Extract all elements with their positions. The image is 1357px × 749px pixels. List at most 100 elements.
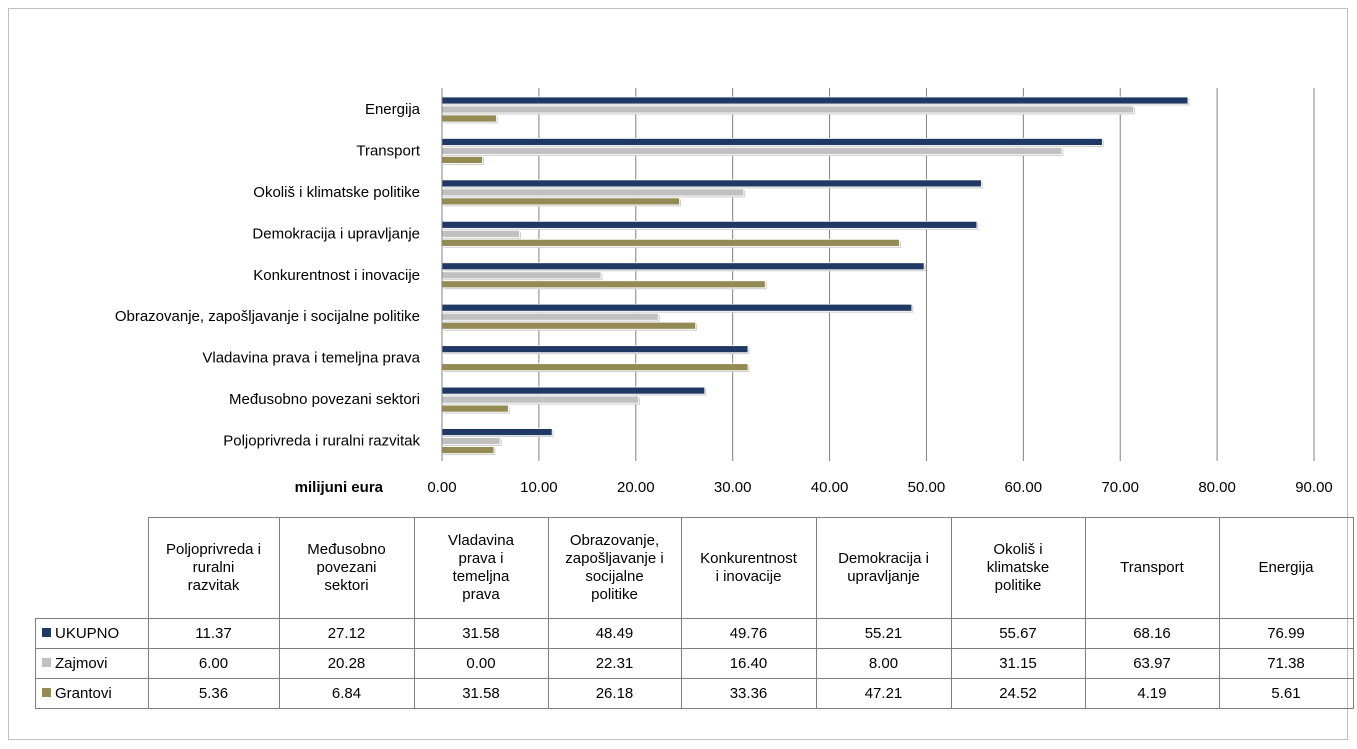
table-column-header-line: ruralni bbox=[192, 559, 235, 576]
table-cell: 0.00 bbox=[413, 648, 549, 679]
table-cell: 6.00 bbox=[147, 648, 280, 679]
table-cell: 31.58 bbox=[413, 618, 549, 649]
bar-ukupno bbox=[441, 386, 706, 395]
table-cell: 20.28 bbox=[278, 648, 415, 679]
bar-ukupno bbox=[441, 220, 978, 229]
bar-grantovi bbox=[441, 197, 680, 206]
x-tick-label: 90.00 bbox=[1295, 479, 1333, 496]
category-label: Konkurentnost i inovacije bbox=[253, 267, 420, 284]
data-table: Poljoprivreda i ruralni razvitak Međusobno p… bbox=[35, 517, 1354, 709]
table-column-header-line: socijalne bbox=[585, 568, 644, 585]
table-column-header-line: politike bbox=[591, 586, 638, 603]
table-cell: 68.16 bbox=[1084, 618, 1220, 649]
bar-grantovi bbox=[441, 446, 495, 454]
category-label: Vladavina prava i temeljna prava bbox=[202, 350, 420, 367]
table-cell: 31.58 bbox=[413, 678, 549, 709]
table-cell: 48.49 bbox=[547, 618, 682, 649]
bar-grantovi bbox=[441, 321, 697, 330]
legend-entry: Zajmovi bbox=[35, 648, 149, 679]
table-column-header-line: Obrazovanje, bbox=[569, 532, 660, 549]
table-column-header-line: Energija bbox=[1258, 559, 1314, 576]
bar-ukupno bbox=[441, 179, 982, 188]
table-column-header: Transport bbox=[1084, 517, 1220, 619]
table-column-header-line: i inovacije bbox=[715, 568, 782, 585]
table-cell: 71.38 bbox=[1218, 648, 1354, 679]
bar-grantovi bbox=[441, 363, 749, 372]
table-cell: 31.15 bbox=[950, 648, 1086, 679]
category-label: Energija bbox=[365, 101, 421, 118]
table-column-header-line: klimatske bbox=[986, 559, 1050, 576]
table-column-header: Obrazovanje, zapošljavanje i socijalne poli… bbox=[547, 517, 682, 619]
bar-ukupno bbox=[441, 428, 553, 436]
table-row: Zajmovi 6.00 20.28 0.00 22.31 16.40 8.00 31.15 6… bbox=[35, 648, 1354, 679]
legend-label: Zajmovi bbox=[55, 655, 108, 672]
x-tick-label: 20.00 bbox=[617, 479, 655, 496]
legend-label: UKUPNO bbox=[55, 625, 120, 642]
table-column-header: Poljoprivreda i ruralni razvitak bbox=[147, 517, 280, 619]
bar-zajmovi bbox=[441, 147, 1063, 155]
table-cell: 5.61 bbox=[1218, 678, 1354, 709]
bar-chart: 0.00 10.00 20.00 30.00 40.00 50.00 60.00 70.00 8… bbox=[115, 88, 1333, 496]
category-label: Obrazovanje, zapošljavanje i socijalne p… bbox=[115, 308, 420, 325]
table-cell: 22.31 bbox=[547, 648, 682, 679]
table-column-header-line: temeljna bbox=[452, 568, 510, 585]
legend-swatch bbox=[42, 658, 51, 667]
bar-grantovi bbox=[441, 280, 766, 289]
bar-grantovi bbox=[441, 114, 497, 123]
bar-zajmovi bbox=[441, 105, 1134, 114]
table-cell: 55.67 bbox=[950, 618, 1086, 649]
table-header-row: Poljoprivreda i ruralni razvitak Međusobno p… bbox=[35, 517, 1354, 619]
table-cell: 55.21 bbox=[815, 618, 952, 649]
bar-ukupno bbox=[441, 96, 1189, 105]
table-column-header-line: sektori bbox=[324, 577, 369, 594]
x-tick-label: 0.00 bbox=[427, 479, 456, 496]
bar-zajmovi bbox=[441, 312, 659, 321]
bar-grantovi bbox=[441, 404, 509, 413]
table-body: UKUPNO 11.37 27.12 31.58 48.49 49.76 55.21 55.6… bbox=[35, 618, 1354, 709]
table-cell: 16.40 bbox=[680, 648, 817, 679]
table-column-header-line: prava i bbox=[458, 550, 504, 567]
legend-entry: UKUPNO bbox=[35, 618, 149, 649]
table-cell: 76.99 bbox=[1218, 618, 1354, 649]
table-column-header-line: politike bbox=[994, 577, 1042, 594]
table-column-header: Demokracija i upravljanje bbox=[815, 517, 952, 619]
bar-ukupno bbox=[441, 303, 913, 312]
bar-zajmovi bbox=[441, 437, 501, 445]
x-tick-label: 70.00 bbox=[1101, 479, 1139, 496]
x-tick-label: 60.00 bbox=[1005, 479, 1043, 496]
legend-swatch bbox=[42, 628, 51, 637]
table-row: UKUPNO 11.37 27.12 31.58 48.49 49.76 55.21 55.6… bbox=[35, 618, 1354, 649]
table-column-header-line: Okoliš i bbox=[993, 541, 1043, 558]
category-label: Okoliš i klimatske politike bbox=[253, 184, 420, 201]
table-corner-cell bbox=[35, 517, 149, 619]
bar-grantovi bbox=[441, 238, 900, 247]
category-label: Međusobno povezani sektori bbox=[229, 391, 420, 408]
chart-frame bbox=[8, 8, 1348, 740]
table-column-header: Međusobno povezani sektori bbox=[278, 517, 415, 619]
table-cell: 8.00 bbox=[815, 648, 952, 679]
table-column-header-line: upravljanje bbox=[847, 568, 920, 585]
table-column-header-line: Demokracija i bbox=[838, 550, 929, 567]
table-cell: 63.97 bbox=[1084, 648, 1220, 679]
bar-zajmovi bbox=[441, 229, 520, 238]
bar-ukupno bbox=[441, 262, 925, 271]
table-cell: 24.52 bbox=[950, 678, 1086, 709]
x-tick-label: 10.00 bbox=[520, 479, 558, 496]
bar-zajmovi bbox=[441, 395, 639, 404]
x-tick-label: 30.00 bbox=[714, 479, 752, 496]
table-column-header-line: Transport bbox=[1120, 559, 1184, 576]
table-column-header-line: Vladavina bbox=[448, 532, 514, 549]
table-cell: 47.21 bbox=[815, 678, 952, 709]
table-row: Grantovi 5.36 6.84 31.58 26.18 33.36 47.21 24.5… bbox=[35, 678, 1354, 709]
table-column-header: Konkurentnost i inovacije bbox=[680, 517, 817, 619]
x-tick-label: 50.00 bbox=[908, 479, 946, 496]
bar-zajmovi bbox=[441, 271, 602, 280]
bar-ukupno bbox=[441, 138, 1103, 146]
x-tick-label: 80.00 bbox=[1198, 479, 1236, 496]
bar-ukupno bbox=[441, 345, 749, 354]
table-column-header: Energija bbox=[1218, 517, 1354, 619]
table-column-header-line: povezani bbox=[316, 559, 377, 576]
table-column-header: Okoliš i klimatske politike bbox=[950, 517, 1086, 619]
bar-zajmovi bbox=[441, 188, 745, 197]
table-column-header-line: zapošljavanje i bbox=[565, 550, 664, 567]
